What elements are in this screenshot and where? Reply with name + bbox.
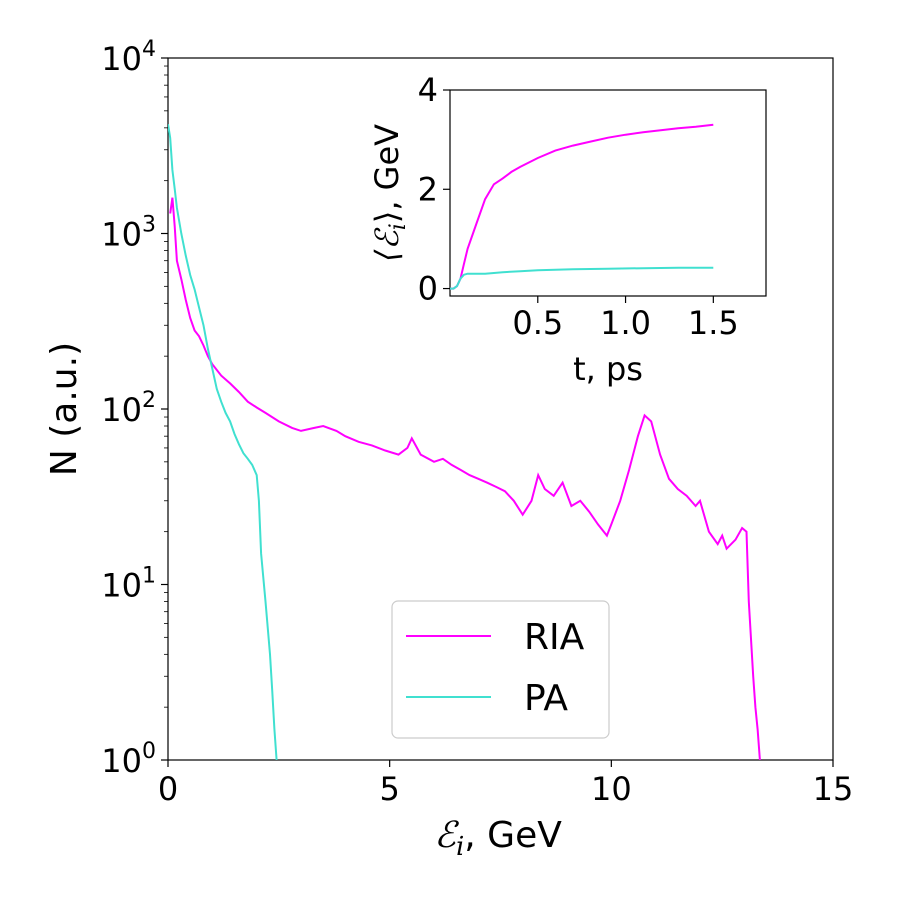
inset-y-axis-label: ⟨ℰi⟩, GeV xyxy=(368,124,411,262)
inset-series-line-pa xyxy=(450,266,714,290)
inset-x-tick-label: 1.5 xyxy=(688,304,739,342)
inset-x-ticks: 0.5 1.0 1.5 xyxy=(512,296,739,342)
y-tick-label: 101 xyxy=(101,564,156,605)
main-y-ticks: 100 101 102 103 104 xyxy=(101,37,168,780)
inset-x-tick-label: 0.5 xyxy=(512,304,563,342)
main-x-ticks: 0 5 10 15 xyxy=(158,760,854,808)
series-line-ria xyxy=(169,197,761,760)
inset-series-group xyxy=(450,123,714,290)
y-tick-label: 103 xyxy=(101,213,156,254)
x-tick-label: 15 xyxy=(813,770,854,808)
legend-label-pa: PA xyxy=(524,678,568,719)
inset-y-tick-label: 0 xyxy=(418,270,438,308)
inset-x-axis-label: t, ps xyxy=(573,350,643,388)
y-tick-label: 100 xyxy=(101,739,156,780)
x-tick-label: 5 xyxy=(379,770,399,808)
main-y-axis-label: N (a.u.) xyxy=(44,342,85,476)
inset-y-ticks: 0 2 4 xyxy=(418,71,450,308)
y-tick-label: 102 xyxy=(101,388,156,429)
x-tick-label: 10 xyxy=(591,770,632,808)
inset-y-tick-label: 4 xyxy=(418,71,438,109)
series-line-pa xyxy=(168,123,278,760)
main-x-axis-label: ℰi, GeV xyxy=(434,815,562,862)
x-tick-label: 0 xyxy=(158,770,178,808)
inset-x-tick-label: 1.0 xyxy=(600,304,651,342)
inset-y-tick-label: 2 xyxy=(418,170,438,208)
y-tick-label: 104 xyxy=(101,37,156,78)
main-series-group xyxy=(168,123,761,760)
legend: RIA PA xyxy=(391,600,610,739)
legend-label-ria: RIA xyxy=(524,617,585,658)
inset-plot-frame xyxy=(449,89,767,297)
inset-series-line-ria xyxy=(450,123,714,290)
